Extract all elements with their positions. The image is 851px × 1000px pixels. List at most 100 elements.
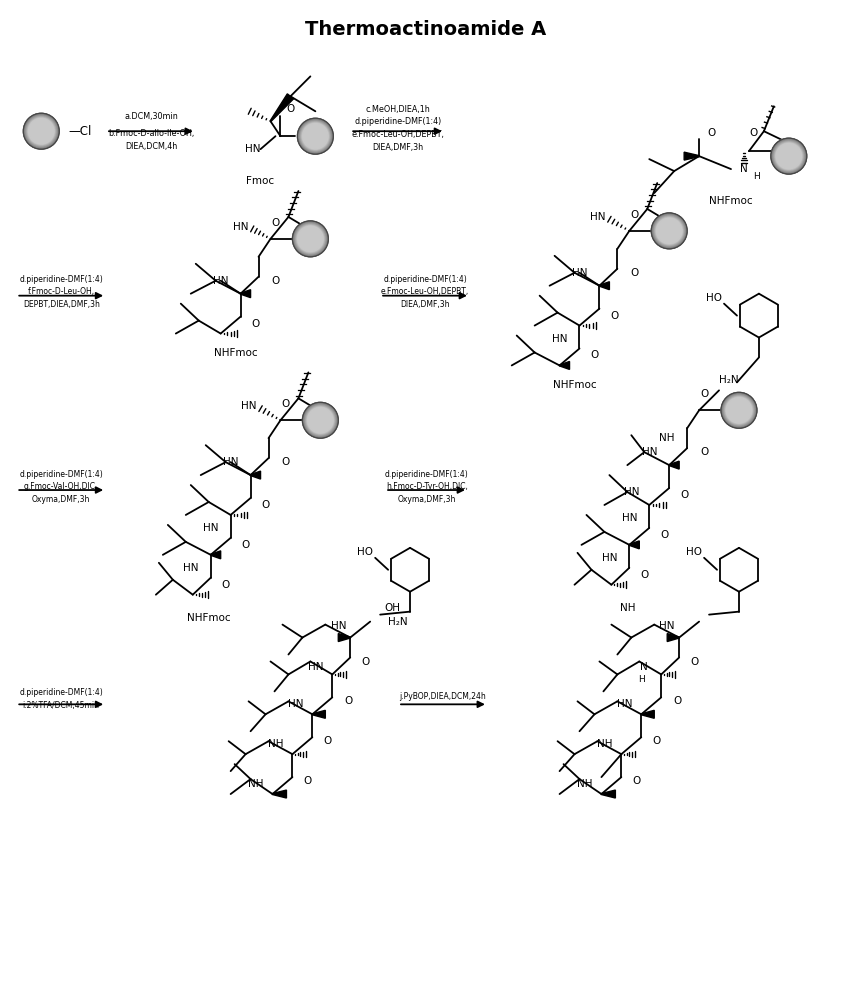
Circle shape — [303, 403, 338, 437]
Circle shape — [774, 140, 804, 172]
Circle shape — [24, 114, 59, 148]
Circle shape — [654, 215, 685, 247]
Text: NH: NH — [597, 739, 612, 749]
Circle shape — [297, 226, 323, 252]
Circle shape — [306, 405, 335, 435]
Polygon shape — [250, 471, 260, 479]
Circle shape — [293, 221, 328, 256]
Circle shape — [726, 397, 752, 424]
Circle shape — [298, 119, 333, 154]
Circle shape — [306, 405, 335, 435]
Circle shape — [305, 405, 336, 436]
Text: O: O — [591, 350, 598, 360]
Text: O: O — [750, 128, 758, 138]
Circle shape — [305, 405, 336, 436]
Text: O: O — [261, 500, 270, 510]
Circle shape — [654, 216, 683, 245]
Circle shape — [26, 116, 56, 146]
Circle shape — [774, 141, 804, 171]
Circle shape — [296, 225, 324, 253]
Circle shape — [652, 214, 686, 248]
Polygon shape — [270, 94, 294, 122]
Text: HN: HN — [241, 401, 256, 411]
Text: d.piperidine-DMF(1:4): d.piperidine-DMF(1:4) — [355, 117, 442, 126]
Text: Oxyma,DMF,3h: Oxyma,DMF,3h — [32, 495, 90, 504]
Text: NH: NH — [268, 739, 283, 749]
Text: O: O — [632, 776, 641, 786]
Circle shape — [726, 397, 751, 423]
Text: HO: HO — [357, 547, 374, 557]
Circle shape — [307, 407, 334, 433]
Text: H: H — [638, 675, 645, 684]
Polygon shape — [560, 361, 569, 369]
Circle shape — [655, 217, 683, 245]
Polygon shape — [642, 710, 654, 718]
Text: HN: HN — [602, 553, 617, 563]
Text: O: O — [271, 218, 280, 228]
Circle shape — [654, 216, 684, 246]
Text: O: O — [361, 657, 369, 667]
Text: O: O — [282, 457, 289, 467]
Circle shape — [28, 118, 54, 144]
Circle shape — [26, 115, 57, 147]
Text: O: O — [282, 399, 289, 409]
Text: HN: HN — [660, 621, 675, 631]
Text: O: O — [344, 696, 352, 706]
Text: N: N — [641, 662, 648, 672]
Circle shape — [304, 404, 337, 437]
Circle shape — [28, 118, 54, 145]
Text: O: O — [700, 389, 708, 399]
Circle shape — [298, 119, 333, 154]
Circle shape — [723, 395, 755, 426]
Circle shape — [725, 396, 753, 424]
Circle shape — [296, 225, 324, 253]
Circle shape — [297, 225, 324, 253]
Text: e.Fmoc-Leu-OH,DEPBT,: e.Fmoc-Leu-OH,DEPBT, — [381, 287, 469, 296]
Circle shape — [773, 140, 805, 172]
Circle shape — [298, 226, 323, 251]
Circle shape — [651, 213, 687, 249]
Circle shape — [774, 142, 803, 171]
Text: —Cl: —Cl — [68, 125, 92, 138]
Text: NH: NH — [620, 603, 635, 613]
Circle shape — [775, 142, 802, 170]
Text: d.piperidine-DMF(1:4): d.piperidine-DMF(1:4) — [20, 275, 103, 284]
Circle shape — [772, 139, 806, 173]
Text: O: O — [242, 540, 249, 550]
Circle shape — [308, 408, 333, 433]
Text: HN: HN — [621, 513, 637, 523]
Text: HN: HN — [233, 222, 248, 232]
Text: g.Fmoc-Val-OH,DIC,: g.Fmoc-Val-OH,DIC, — [24, 482, 99, 491]
Circle shape — [306, 406, 334, 435]
Circle shape — [301, 122, 329, 150]
Circle shape — [295, 224, 325, 254]
Circle shape — [652, 214, 687, 248]
Circle shape — [775, 143, 802, 169]
Text: c.MeOH,DIEA,1h: c.MeOH,DIEA,1h — [366, 105, 431, 114]
Text: b.Fmoc-D-allo-Ile-OH,: b.Fmoc-D-allo-Ile-OH, — [108, 129, 194, 138]
Circle shape — [24, 114, 59, 149]
Circle shape — [722, 393, 756, 427]
Circle shape — [776, 144, 802, 169]
Circle shape — [724, 395, 754, 425]
Text: f.Fmoc-D-Leu-OH,: f.Fmoc-D-Leu-OH, — [27, 287, 94, 296]
Circle shape — [300, 120, 331, 152]
Circle shape — [725, 397, 752, 424]
Circle shape — [657, 218, 682, 243]
Circle shape — [294, 222, 328, 256]
Circle shape — [774, 141, 804, 172]
Circle shape — [725, 396, 753, 425]
Circle shape — [722, 394, 755, 427]
Text: d.piperidine-DMF(1:4): d.piperidine-DMF(1:4) — [20, 688, 103, 697]
Text: O: O — [323, 736, 331, 746]
Circle shape — [774, 142, 802, 170]
Circle shape — [299, 119, 332, 153]
Circle shape — [24, 114, 59, 149]
Circle shape — [772, 139, 806, 173]
Circle shape — [294, 223, 326, 255]
Text: HN: HN — [213, 276, 228, 286]
Circle shape — [293, 221, 328, 257]
Circle shape — [773, 140, 805, 173]
Circle shape — [26, 116, 56, 146]
Text: HN: HN — [624, 487, 639, 497]
